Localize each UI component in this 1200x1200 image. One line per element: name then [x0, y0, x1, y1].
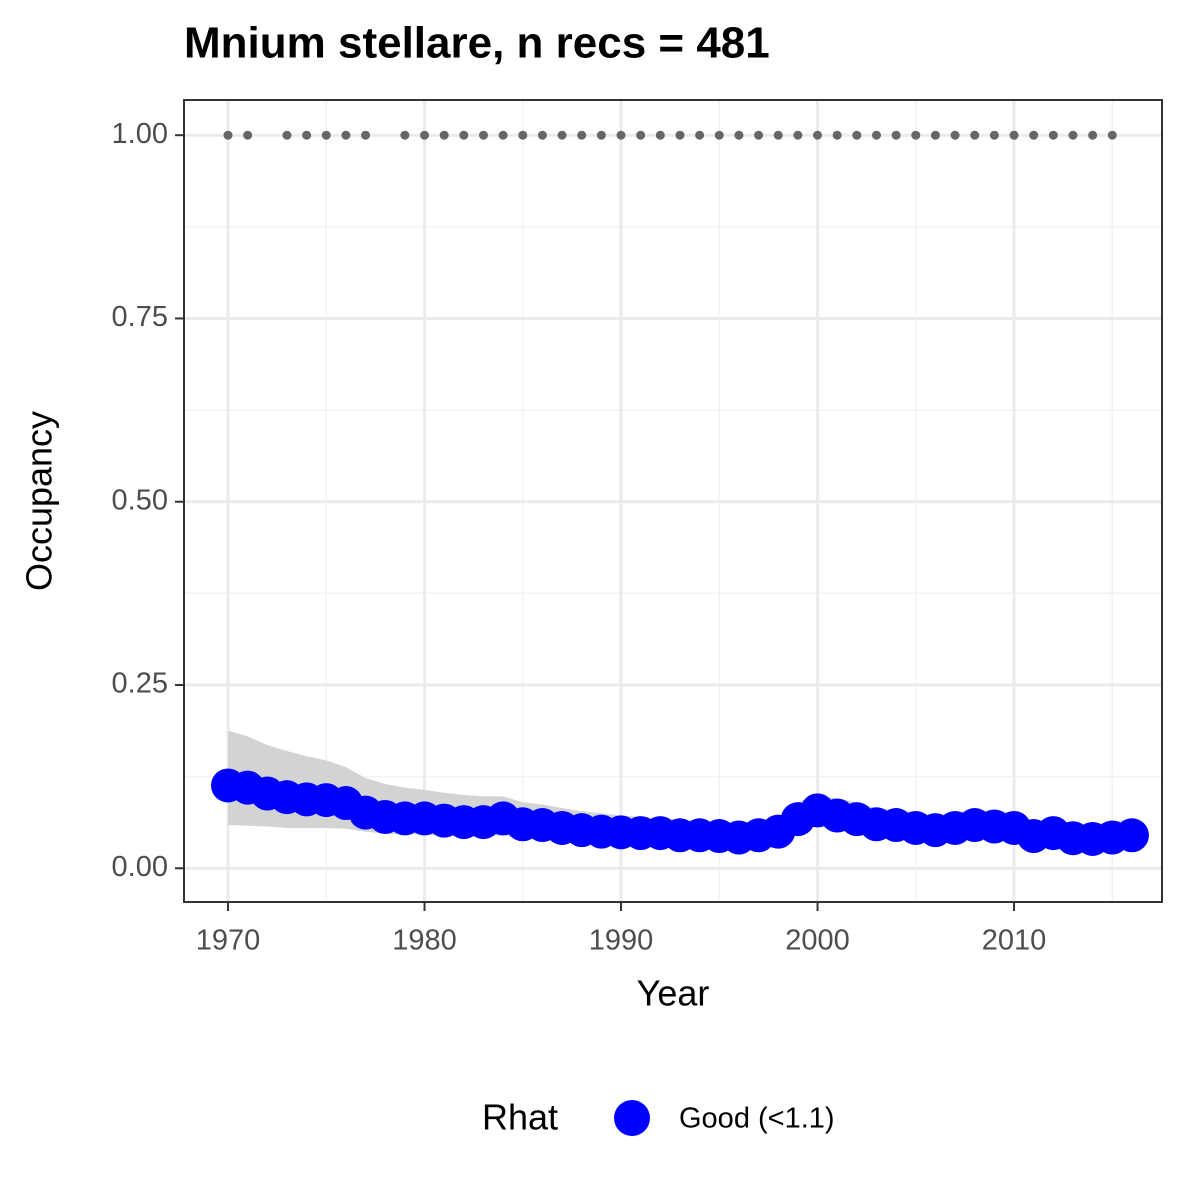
record-dot: [675, 130, 685, 140]
record-dot: [321, 130, 331, 140]
legend-title: Rhat: [482, 1097, 558, 1138]
record-dot: [773, 130, 783, 140]
x-tick-label: 2000: [785, 925, 850, 957]
point: [1114, 818, 1149, 853]
record-dot: [714, 130, 724, 140]
record-dot: [695, 130, 705, 140]
y-tick-label: 0.00: [112, 851, 168, 883]
record-dot: [655, 130, 665, 140]
record-dot: [734, 130, 744, 140]
record-dot: [439, 130, 449, 140]
record-dot: [596, 130, 606, 140]
record-dot: [420, 130, 430, 140]
record-dot: [243, 130, 253, 140]
x-tick-label: 2010: [982, 925, 1047, 957]
record-dot: [930, 130, 940, 140]
record-dot: [518, 130, 528, 140]
record-dot: [341, 130, 351, 140]
y-tick-label: 0.50: [112, 484, 168, 516]
record-dot: [852, 130, 862, 140]
record-dot: [793, 130, 803, 140]
record-dot: [1107, 130, 1117, 140]
chart-title: Mnium stellare, n recs = 481: [184, 19, 770, 68]
record-dot: [754, 130, 764, 140]
record-dot: [302, 130, 312, 140]
record-dot: [911, 130, 921, 140]
record-dot: [1088, 130, 1098, 140]
y-tick-label: 1.00: [112, 118, 168, 150]
record-dot: [498, 130, 508, 140]
record-dot: [537, 130, 547, 140]
x-tick-label: 1990: [589, 925, 654, 957]
record-dot: [636, 130, 646, 140]
record-dot: [989, 130, 999, 140]
x-tick-label: 1980: [392, 925, 457, 957]
record-dot: [970, 130, 980, 140]
record-dot: [813, 130, 823, 140]
x-axis-title: Year: [637, 973, 710, 1014]
x-tick-label: 1970: [196, 925, 261, 957]
record-dot: [1068, 130, 1078, 140]
record-dot: [459, 130, 469, 140]
record-dot: [282, 130, 292, 140]
panel-border: [183, 99, 1163, 903]
record-dot: [557, 130, 567, 140]
record-dot: [871, 130, 881, 140]
legend-label: Good (<1.1): [679, 1103, 835, 1135]
record-dot: [832, 130, 842, 140]
record-dot: [361, 130, 371, 140]
record-dot: [577, 130, 587, 140]
y-tick-label: 0.25: [112, 668, 168, 700]
record-dot: [400, 130, 410, 140]
record-dot: [616, 130, 626, 140]
y-axis-title: Occupancy: [19, 411, 60, 591]
record-dot: [1009, 130, 1019, 140]
record-dot: [1048, 130, 1058, 140]
legend-marker: [614, 1100, 650, 1136]
y-tick-label: 0.75: [112, 301, 168, 333]
record-dot: [891, 130, 901, 140]
record-dot: [223, 130, 233, 140]
record-dot: [950, 130, 960, 140]
record-dot: [1029, 130, 1039, 140]
record-dot: [478, 130, 488, 140]
